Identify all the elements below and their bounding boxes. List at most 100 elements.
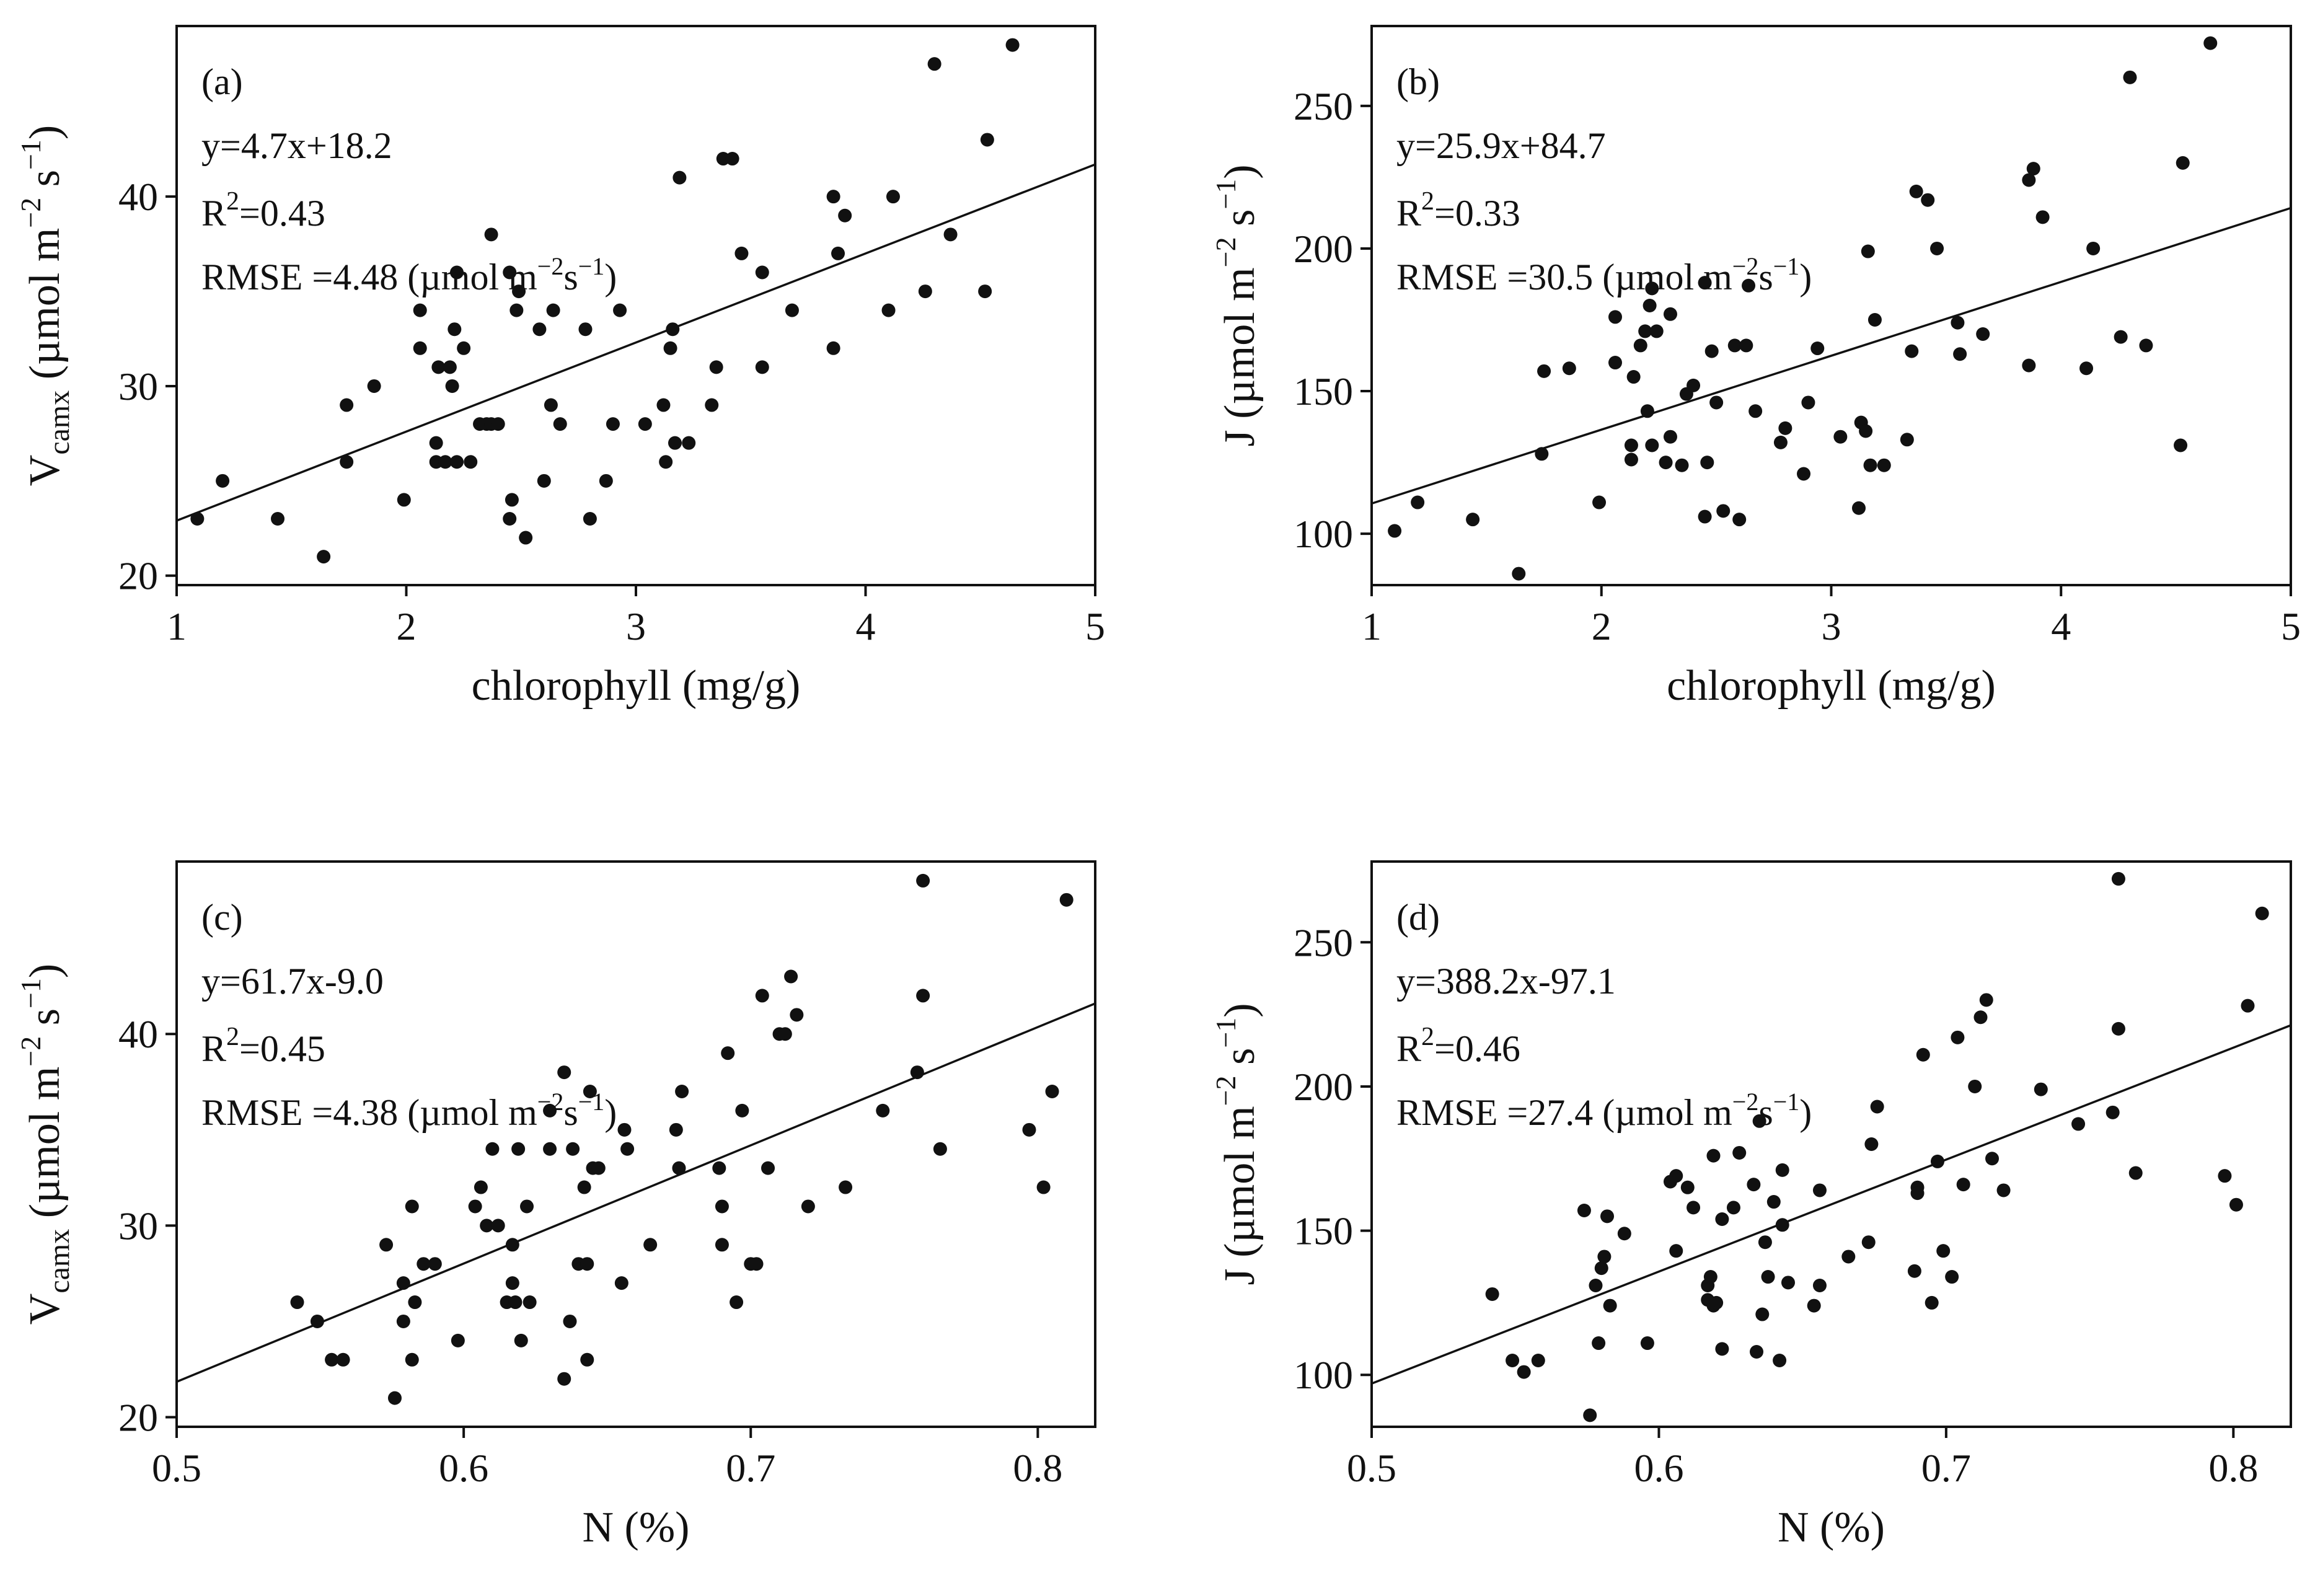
- data-point: [580, 1352, 594, 1367]
- data-point: [451, 1333, 465, 1347]
- data-point: [1597, 1250, 1612, 1264]
- data-point: [1703, 1270, 1718, 1284]
- data-point: [537, 474, 551, 488]
- plot-frame: [175, 860, 1096, 1428]
- y-axis-variable: J: [1216, 430, 1264, 446]
- data-point: [617, 1122, 632, 1137]
- data-point: [1877, 458, 1891, 472]
- rmse: RMSE =4.48 (µmol m−2s−1): [201, 252, 617, 298]
- data-point: [413, 303, 427, 317]
- data-point: [1750, 1345, 1764, 1359]
- data-point: [749, 1257, 764, 1271]
- data-point: [1687, 1201, 1701, 1215]
- data-point: [543, 1142, 557, 1156]
- y-tick-label: 30: [118, 364, 158, 408]
- data-point: [271, 511, 285, 526]
- data-point: [491, 1219, 505, 1233]
- data-point: [405, 1352, 419, 1367]
- x-tick-label: 3: [626, 604, 646, 648]
- data-point: [980, 133, 994, 147]
- data-point: [1921, 193, 1935, 207]
- r-squared-value: =0.43: [239, 193, 325, 234]
- data-point: [1732, 1145, 1747, 1160]
- data-point: [325, 1352, 339, 1367]
- data-point: [1700, 456, 1714, 470]
- data-point: [2079, 361, 2094, 376]
- r-squared-exponent: 2: [226, 187, 239, 216]
- data-point: [886, 190, 900, 204]
- data-point: [730, 1295, 744, 1310]
- data-point: [755, 989, 769, 1003]
- data-point: [2123, 70, 2137, 84]
- data-point: [682, 436, 696, 450]
- data-point: [1022, 1122, 1036, 1137]
- data-point: [831, 246, 845, 260]
- data-point: [1645, 281, 1659, 296]
- y-axis-unit-sup: −2: [15, 1036, 46, 1067]
- regression-equation: y=61.7x-9.0: [201, 961, 384, 1002]
- data-point: [2174, 438, 2188, 452]
- y-axis-title: J (µmol m−2 s−1): [1210, 1003, 1264, 1285]
- data-point: [1466, 513, 1480, 527]
- rmse-unit: ): [1799, 257, 1812, 298]
- data-point: [1910, 1186, 1925, 1201]
- x-tick-label: 5: [2281, 604, 2301, 648]
- data-point: [511, 1142, 526, 1156]
- data-point: [1761, 1270, 1775, 1284]
- y-axis-unit-sup: −1: [15, 139, 46, 170]
- y-axis-variable: V: [21, 1294, 69, 1325]
- data-point: [1812, 1279, 1827, 1292]
- r-squared-symbol: R: [1396, 1028, 1421, 1069]
- data-point: [2026, 162, 2040, 176]
- data-point: [705, 398, 719, 412]
- data-point: [557, 1372, 571, 1386]
- rmse-value: RMSE =27.4: [1396, 1092, 1593, 1133]
- data-point: [910, 1065, 924, 1080]
- data-point: [663, 341, 677, 355]
- x-tick-label: 0.8: [1013, 1446, 1062, 1490]
- data-point: [505, 1238, 519, 1252]
- plot-frame: [1370, 25, 2292, 586]
- data-point: [340, 398, 354, 412]
- data-point: [1979, 993, 1993, 1007]
- data-point: [580, 1257, 594, 1271]
- r-squared-exponent: 2: [1421, 1023, 1434, 1051]
- data-point: [1867, 313, 1882, 327]
- data-point: [429, 436, 443, 450]
- data-point: [557, 1065, 571, 1080]
- data-point: [2176, 156, 2190, 170]
- regression-equation: y=4.7x+18.2: [201, 125, 392, 166]
- panel-label: (b): [1396, 61, 1440, 102]
- data-point: [876, 1103, 890, 1118]
- rmse-unit: (µmol m: [1593, 1092, 1732, 1133]
- data-point: [396, 1314, 410, 1328]
- y-tick-label: 150: [1294, 369, 1353, 413]
- data-point: [1755, 1307, 1770, 1321]
- data-point: [1624, 438, 1638, 452]
- data-point: [715, 1199, 729, 1214]
- y-axis-unit: ): [1216, 1003, 1264, 1017]
- data-point: [1589, 1279, 1603, 1292]
- data-point: [428, 1257, 442, 1271]
- data-point: [1916, 1047, 1930, 1062]
- data-point: [1766, 1195, 1781, 1209]
- data-point: [1951, 315, 1965, 330]
- x-tick-label: 4: [856, 604, 876, 648]
- y-axis-unit-sup: −1: [1210, 179, 1241, 209]
- data-point: [918, 284, 932, 299]
- rmse-unit: (µmol m: [1593, 257, 1732, 298]
- data-point: [672, 170, 687, 185]
- data-point: [503, 265, 517, 280]
- y-tick-label: 40: [118, 175, 158, 219]
- data-point: [1748, 404, 1763, 418]
- data-point: [583, 511, 597, 526]
- data-point: [216, 474, 230, 488]
- data-point: [1638, 324, 1652, 338]
- data-point: [523, 1295, 537, 1310]
- y-tick-label: 100: [1294, 512, 1353, 556]
- y-axis-unit: s: [21, 1008, 69, 1036]
- data-point: [2111, 1021, 2125, 1036]
- y-tick-label: 200: [1294, 1065, 1353, 1109]
- x-tick-label: 2: [397, 604, 417, 648]
- data-point: [656, 398, 671, 412]
